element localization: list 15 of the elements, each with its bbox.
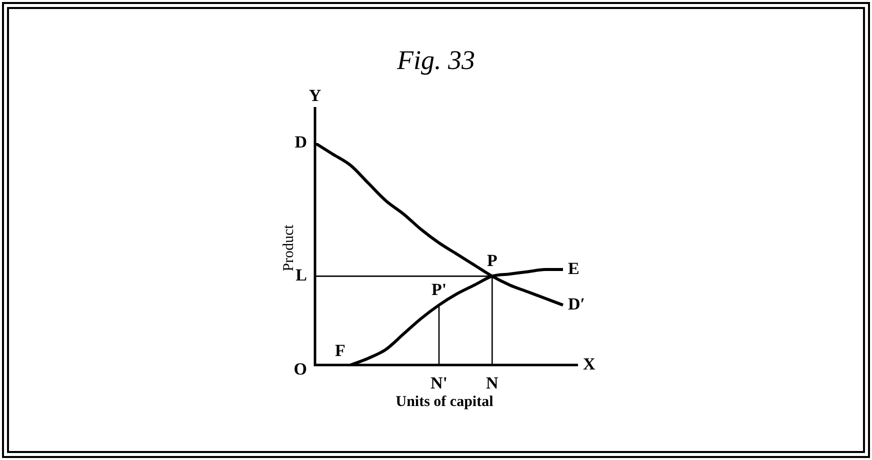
annotation: E: [568, 258, 580, 278]
annotation: D′: [568, 294, 586, 314]
x-tick-label: N': [430, 374, 448, 393]
ref-line-label: L: [296, 266, 307, 285]
text: Y: [308, 86, 322, 105]
x-tick-label: N: [486, 374, 499, 393]
annotation: F: [335, 340, 346, 360]
text: O: [294, 359, 307, 378]
annotation: P: [486, 251, 498, 270]
annotation: P': [431, 280, 447, 299]
x-axis-title: Units of capital: [396, 394, 494, 410]
chart-title: Fig. 33: [396, 45, 475, 76]
text: X: [583, 354, 596, 374]
text: D: [294, 132, 307, 152]
y-axis-title: Product: [280, 224, 297, 272]
